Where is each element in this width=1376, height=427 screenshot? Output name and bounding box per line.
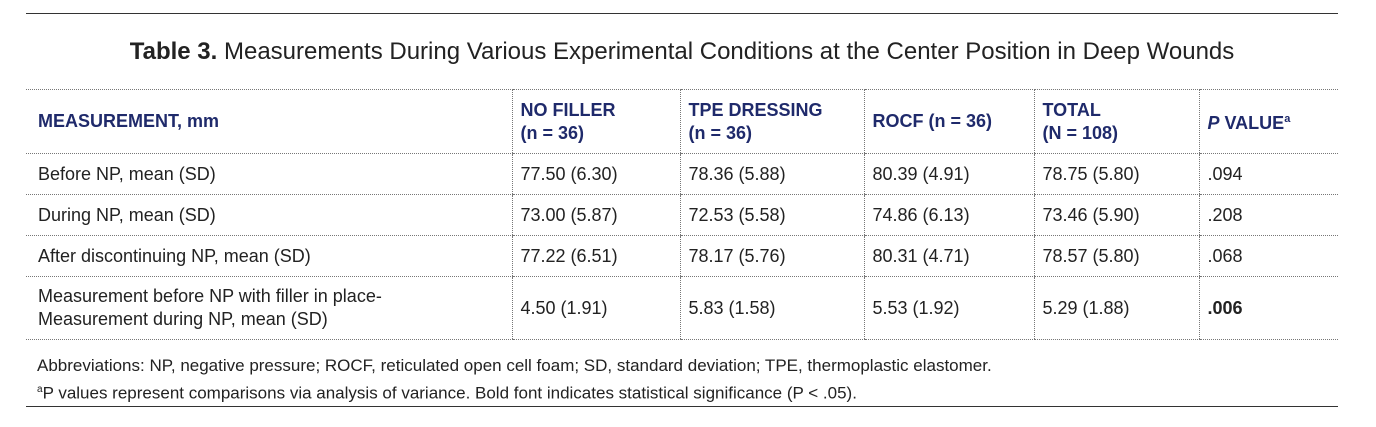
- column-header-total: TOTAL (N = 108): [1033, 89, 1199, 154]
- cell-p-value: .094: [1198, 153, 1338, 195]
- cell-p-value: .208: [1198, 194, 1338, 236]
- row-label: During NP, mean (SD): [26, 194, 512, 236]
- column-header-p-value: P VALUEa: [1198, 89, 1338, 154]
- measurements-table: MEASUREMENT, mm NO FILLER (n = 36) TPE DR…: [26, 89, 1338, 340]
- footnote-marker: a: [37, 384, 43, 395]
- cell-tpe-dressing: 78.36 (5.88): [679, 153, 864, 195]
- cell-no-filler: 4.50 (1.91): [511, 276, 680, 340]
- column-header-no-filler: NO FILLER (n = 36): [511, 89, 680, 154]
- bottom-rule: [26, 406, 1338, 407]
- column-header-measurement: MEASUREMENT, mm: [26, 89, 512, 154]
- cell-no-filler: 77.22 (6.51): [511, 235, 680, 277]
- row-label: Measurement before NP with filler in pla…: [26, 276, 512, 340]
- cell-rocf: 5.53 (1.92): [863, 276, 1034, 340]
- cell-tpe-dressing: 78.17 (5.76): [679, 235, 864, 277]
- cell-tpe-dressing: 5.83 (1.58): [679, 276, 864, 340]
- row-label: After discontinuing NP, mean (SD): [26, 235, 512, 277]
- row-label: Before NP, mean (SD): [26, 153, 512, 195]
- footnote: aP values represent comparisons via anal…: [37, 378, 992, 406]
- abbreviations-note: Abbreviations: NP, negative pressure; RO…: [37, 356, 992, 375]
- top-rule: [26, 13, 1338, 14]
- cell-total: 5.29 (1.88): [1033, 276, 1199, 340]
- cell-total: 78.57 (5.80): [1033, 235, 1199, 277]
- table-row: During NP, mean (SD) 73.00 (5.87) 72.53 …: [26, 194, 1338, 236]
- table-caption: Measurements During Various Experimental…: [217, 38, 1235, 65]
- cell-rocf: 80.39 (4.91): [863, 153, 1034, 195]
- footnote-text: P values represent comparisons via analy…: [42, 383, 857, 403]
- table-number: Table 3.: [129, 38, 218, 65]
- table-row: After discontinuing NP, mean (SD) 77.22 …: [26, 235, 1338, 277]
- cell-tpe-dressing: 72.53 (5.58): [679, 194, 864, 236]
- cell-p-value: .068: [1198, 235, 1338, 277]
- cell-no-filler: 77.50 (6.30): [511, 153, 680, 195]
- column-header-tpe-dressing: TPE DRESSING (n = 36): [679, 89, 864, 154]
- header-row: MEASUREMENT, mm NO FILLER (n = 36) TPE DR…: [26, 89, 1338, 154]
- cell-rocf: 80.31 (4.71): [863, 235, 1034, 277]
- cell-total: 73.46 (5.90): [1033, 194, 1199, 236]
- table-row: Before NP, mean (SD) 77.50 (6.30) 78.36 …: [26, 153, 1338, 195]
- cell-p-value-significant: .006: [1198, 276, 1338, 340]
- table-title: Table 3. Measurements During Various Exp…: [26, 38, 1338, 66]
- cell-no-filler: 73.00 (5.87): [511, 194, 680, 236]
- table-row: Measurement before NP with filler in pla…: [26, 276, 1338, 340]
- table-notes: Abbreviations: NP, negative pressure; RO…: [37, 354, 992, 406]
- cell-rocf: 74.86 (6.13): [863, 194, 1034, 236]
- cell-total: 78.75 (5.80): [1033, 153, 1199, 195]
- column-header-rocf: ROCF (n = 36): [863, 89, 1034, 154]
